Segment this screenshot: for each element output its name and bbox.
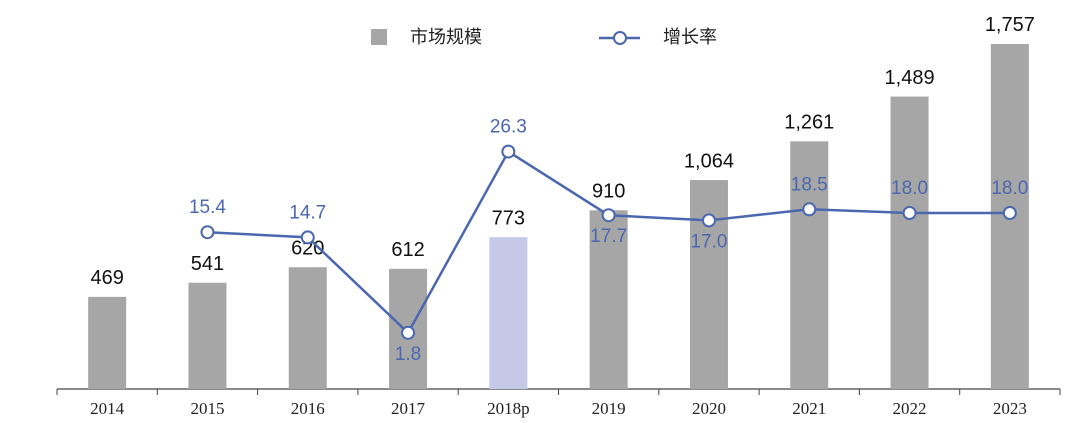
line-value-label: 18.0 — [891, 178, 928, 199]
bar-value-label: 1,489 — [885, 67, 935, 89]
line-point — [1002, 205, 1017, 220]
bar-value-label: 541 — [191, 253, 224, 275]
x-tick-label: 2022 — [893, 399, 927, 418]
bar — [489, 237, 528, 389]
bar-value-label: 620 — [291, 238, 324, 260]
legend-marker — [613, 31, 627, 45]
x-tick-label: 2019 — [592, 399, 626, 418]
line-value-label: 26.3 — [490, 117, 527, 138]
line-value-label: 15.4 — [189, 197, 226, 218]
line-value-label: 17.7 — [590, 226, 627, 247]
line-point — [802, 202, 817, 217]
bar-value-label: 1,757 — [985, 14, 1035, 36]
line-point — [701, 213, 716, 228]
line-point — [501, 144, 516, 159]
bar-value-label: 1,064 — [684, 150, 734, 172]
line-value-label: 18.5 — [791, 174, 828, 195]
bar — [790, 141, 829, 389]
bar — [88, 296, 127, 389]
line-value-label: 1.8 — [395, 344, 421, 365]
legend-swatch — [371, 29, 387, 45]
line-value-label: 14.7 — [289, 202, 326, 223]
x-tick-label: 2014 — [90, 399, 125, 418]
line-point — [601, 208, 616, 223]
bar — [890, 96, 929, 390]
x-tick-label: 2017 — [391, 399, 426, 418]
line-point — [401, 325, 416, 340]
x-tick-label: 2020 — [692, 399, 726, 418]
bar — [288, 267, 327, 389]
line-value-label: 17.0 — [690, 231, 727, 252]
bar-value-label: 773 — [492, 207, 525, 229]
legend-label: 增长率 — [663, 27, 717, 47]
line-point — [200, 225, 215, 240]
bar-value-label: 1,261 — [784, 112, 834, 134]
x-tick-label: 2023 — [993, 399, 1027, 418]
bar — [589, 210, 628, 389]
bar-value-label: 469 — [90, 267, 123, 289]
x-tick-label: 2018p — [487, 399, 530, 418]
bar-value-label: 910 — [592, 181, 625, 203]
x-tick-label: 2016 — [291, 399, 325, 418]
bar — [689, 180, 728, 389]
bar-value-label: 612 — [391, 239, 424, 261]
x-tick-label: 2021 — [792, 399, 826, 418]
line-value-label: 18.0 — [991, 178, 1028, 199]
legend-label: 市场规模 — [410, 27, 482, 47]
line-point — [902, 205, 917, 220]
line-point — [300, 230, 315, 245]
x-tick-label: 2015 — [190, 399, 224, 418]
bar — [188, 282, 227, 389]
